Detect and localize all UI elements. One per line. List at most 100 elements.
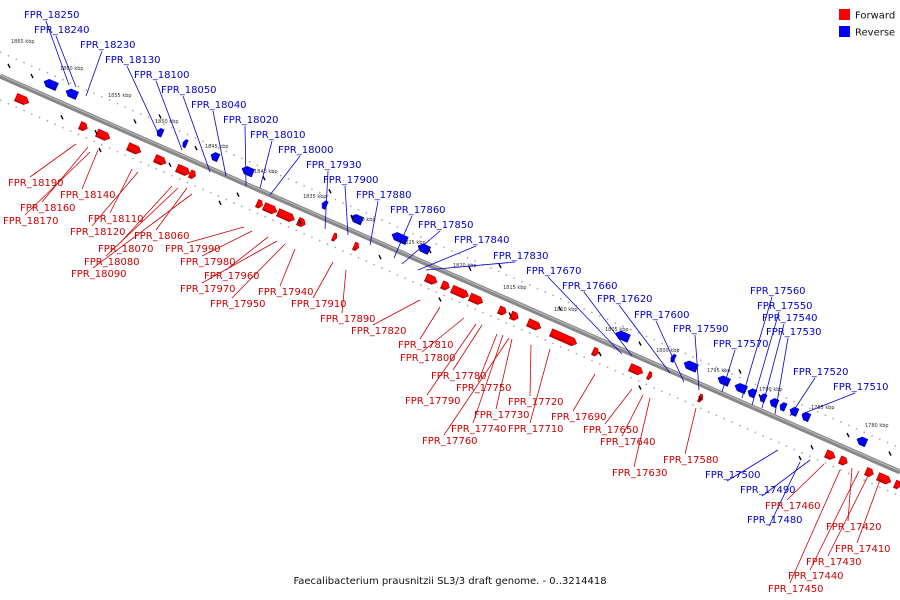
forward-gene-label[interactable]: FPR_17790 [405, 396, 461, 407]
forward-gene-box[interactable] [439, 280, 451, 292]
forward-gene-box[interactable] [496, 305, 508, 317]
reverse-gene-label[interactable]: FPR_17520 [793, 367, 849, 378]
forward-gene-box[interactable] [152, 154, 167, 167]
forward-gene-label[interactable]: FPR_17640 [600, 437, 656, 448]
forward-gene-label[interactable]: FPR_18160 [20, 203, 76, 214]
forward-gene-box[interactable] [295, 217, 307, 228]
reverse-gene-label[interactable]: FPR_17490 [740, 485, 796, 496]
forward-gene-box[interactable] [423, 273, 438, 286]
forward-gene-label[interactable]: FPR_17800 [400, 353, 456, 364]
reverse-gene-box[interactable] [800, 411, 812, 423]
reverse-gene-label[interactable]: FPR_18050 [161, 85, 217, 96]
reverse-gene-label[interactable]: FPR_18010 [250, 130, 306, 141]
forward-gene-box[interactable] [77, 121, 89, 133]
reverse-gene-box[interactable] [855, 435, 869, 448]
forward-gene-label[interactable]: FPR_17950 [210, 299, 266, 310]
forward-gene-box[interactable] [13, 92, 30, 106]
forward-gene-box[interactable] [590, 346, 600, 357]
forward-gene-label[interactable]: FPR_17780 [431, 371, 487, 382]
forward-gene-box[interactable] [627, 363, 644, 377]
reverse-gene-label[interactable]: FPR_18250 [24, 10, 80, 21]
forward-gene-label[interactable]: FPR_17430 [806, 557, 862, 568]
reverse-gene-label[interactable]: FPR_17660 [562, 281, 618, 292]
forward-gene-label[interactable]: FPR_17580 [663, 455, 719, 466]
forward-gene-label[interactable]: FPR_17760 [422, 436, 478, 447]
reverse-gene-label[interactable]: FPR_17860 [390, 205, 446, 216]
reverse-gene-box[interactable] [778, 402, 788, 412]
reverse-gene-box[interactable] [155, 127, 165, 138]
reverse-gene-label[interactable]: FPR_18040 [191, 100, 247, 111]
forward-gene-label[interactable]: FPR_18090 [71, 269, 127, 280]
reverse-gene-label[interactable]: FPR_17530 [766, 327, 822, 338]
reverse-gene-label[interactable]: FPR_18100 [134, 70, 190, 81]
forward-gene-box[interactable] [548, 328, 578, 348]
reverse-gene-box[interactable] [320, 200, 329, 210]
reverse-gene-box[interactable] [240, 165, 255, 178]
reverse-gene-box[interactable] [416, 242, 431, 255]
forward-gene-box[interactable] [863, 466, 875, 478]
forward-gene-label[interactable]: FPR_17970 [180, 284, 236, 295]
forward-gene-label[interactable]: FPR_17410 [835, 544, 891, 555]
forward-gene-box[interactable] [449, 284, 470, 300]
reverse-gene-box[interactable] [390, 231, 409, 245]
reverse-gene-box[interactable] [733, 382, 748, 395]
reverse-gene-label[interactable]: FPR_17550 [757, 301, 813, 312]
forward-gene-box[interactable] [94, 128, 111, 142]
forward-gene-label[interactable]: FPR_18170 [3, 216, 59, 227]
reverse-gene-box[interactable] [788, 406, 800, 417]
reverse-gene-label[interactable]: FPR_18000 [278, 145, 334, 156]
forward-gene-box[interactable] [837, 455, 849, 467]
forward-gene-label[interactable]: FPR_17740 [451, 424, 507, 435]
forward-gene-label[interactable]: FPR_17450 [768, 584, 824, 595]
forward-gene-label[interactable]: FPR_17750 [456, 383, 512, 394]
forward-gene-box[interactable] [351, 241, 360, 251]
reverse-gene-label[interactable]: FPR_17600 [634, 310, 690, 321]
forward-gene-box[interactable] [174, 163, 191, 177]
forward-gene-label[interactable]: FPR_17990 [165, 244, 221, 255]
forward-gene-box[interactable] [261, 202, 278, 215]
forward-gene-label[interactable]: FPR_17650 [583, 425, 639, 436]
forward-gene-box[interactable] [892, 479, 900, 490]
reverse-gene-box[interactable] [614, 329, 631, 343]
reverse-gene-box[interactable] [716, 374, 731, 387]
reverse-gene-label[interactable]: FPR_17570 [713, 339, 769, 350]
reverse-gene-label[interactable]: FPR_17830 [493, 251, 549, 262]
reverse-gene-box[interactable] [42, 78, 59, 92]
forward-gene-box[interactable] [525, 318, 542, 332]
reverse-gene-label[interactable]: FPR_17840 [454, 235, 510, 246]
forward-gene-label[interactable]: FPR_17630 [612, 468, 668, 479]
forward-gene-box[interactable] [823, 449, 836, 461]
forward-gene-label[interactable]: FPR_17440 [788, 571, 844, 582]
forward-gene-box[interactable] [275, 208, 296, 224]
forward-gene-box[interactable] [330, 232, 338, 242]
forward-gene-label[interactable]: FPR_17730 [474, 410, 530, 421]
reverse-gene-label[interactable]: FPR_17560 [750, 286, 806, 297]
forward-gene-label[interactable]: FPR_17890 [320, 314, 376, 325]
reverse-gene-box[interactable] [209, 151, 221, 163]
reverse-gene-box[interactable] [349, 213, 364, 226]
forward-gene-label[interactable]: FPR_18140 [60, 190, 116, 201]
forward-gene-label[interactable]: FPR_17940 [258, 287, 314, 298]
reverse-gene-label[interactable]: FPR_17900 [323, 175, 379, 186]
reverse-gene-label[interactable]: FPR_18020 [223, 115, 279, 126]
forward-gene-label[interactable]: FPR_17980 [180, 257, 236, 268]
reverse-gene-label[interactable]: FPR_17480 [747, 515, 803, 526]
forward-gene-box[interactable] [645, 371, 653, 381]
reverse-gene-label[interactable]: FPR_17500 [705, 470, 761, 481]
forward-gene-label[interactable]: FPR_17910 [291, 299, 347, 310]
forward-gene-label[interactable]: FPR_17710 [508, 424, 564, 435]
reverse-gene-label[interactable]: FPR_17620 [597, 294, 653, 305]
reverse-gene-label[interactable]: FPR_17590 [673, 324, 729, 335]
reverse-gene-label[interactable]: FPR_17540 [762, 313, 818, 324]
forward-gene-label[interactable]: FPR_18110 [88, 214, 144, 225]
forward-gene-label[interactable]: FPR_17960 [204, 271, 260, 282]
reverse-gene-box[interactable] [181, 139, 189, 149]
forward-gene-label[interactable]: FPR_18070 [98, 244, 154, 255]
forward-gene-label[interactable]: FPR_17690 [551, 412, 607, 423]
forward-gene-label[interactable]: FPR_17810 [398, 340, 454, 351]
forward-gene-box[interactable] [187, 169, 197, 180]
reverse-gene-label[interactable]: FPR_17930 [306, 160, 362, 171]
reverse-gene-box[interactable] [64, 87, 79, 100]
reverse-gene-label[interactable]: FPR_17880 [356, 190, 412, 201]
reverse-gene-box[interactable] [682, 359, 699, 373]
